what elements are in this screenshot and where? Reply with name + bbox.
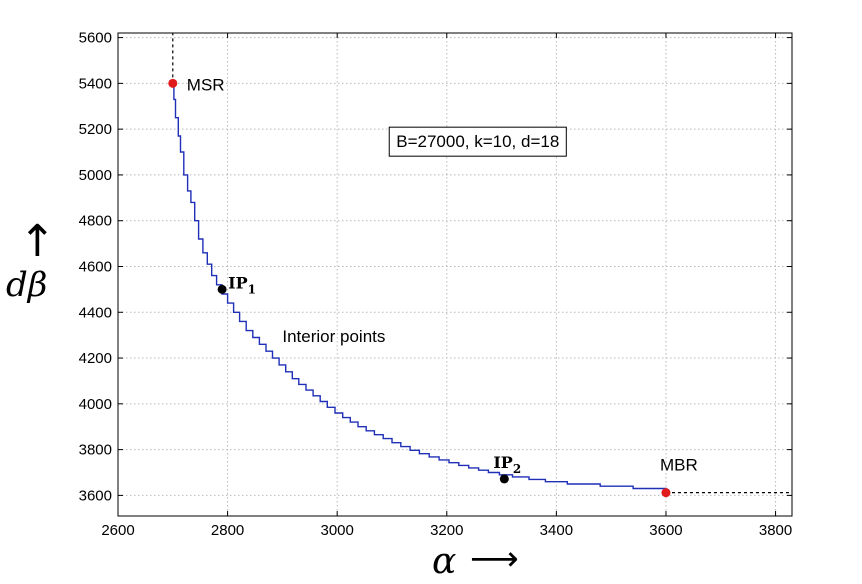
y-tick-label: 4000 <box>79 396 112 413</box>
point-ip1 <box>217 284 227 294</box>
y-tick-label: 3800 <box>79 442 112 459</box>
annotations: B=27000, k=10, d=18 Interior points <box>282 126 567 346</box>
x-tick-label: 3800 <box>759 522 792 539</box>
axis-ticks: 2600 2800 3000 3200 3400 3600 3800 3600 3800 4000… <box>79 30 793 539</box>
y-tick-label: 3600 <box>79 487 112 504</box>
x-tick-label: 2600 <box>101 522 134 539</box>
x-tick-label: 3000 <box>320 522 353 539</box>
parameters-annotation: B=27000, k=10, d=18 <box>396 132 559 151</box>
y-tick-label: 4600 <box>79 258 112 275</box>
y-tick-label: 5200 <box>79 121 112 138</box>
grid-lines <box>117 33 792 516</box>
label-msr: MSR <box>187 75 225 94</box>
x-tick-label: 3600 <box>649 522 682 539</box>
x-tick-label: 2800 <box>211 522 244 539</box>
y-tick-label: 4400 <box>79 304 112 321</box>
point-ip2 <box>499 474 509 484</box>
y-tick-label: 4200 <box>79 350 112 367</box>
y-tick-label: 5000 <box>79 167 112 184</box>
plot-frame <box>117 32 793 517</box>
y-axis-label: dβ <box>6 265 47 305</box>
label-ip1: IP1 <box>228 273 256 296</box>
data-series <box>172 33 792 494</box>
axis-labels: α ⟶ dβ↑ <box>6 216 519 582</box>
point-mbr <box>661 488 671 498</box>
interior-points-label: Interior points <box>282 327 385 346</box>
point-msr <box>168 78 178 88</box>
y-tick-label: 5400 <box>79 75 112 92</box>
x-axis-label: α <box>432 541 456 582</box>
x-axis-arrow: ⟶ <box>470 539 519 579</box>
y-axis-arrow: ↑ <box>19 216 56 267</box>
y-tick-label: 5600 <box>79 30 112 47</box>
parameters-box <box>388 126 567 157</box>
x-tick-label: 3200 <box>430 522 463 539</box>
tradeoff-curve <box>172 82 667 491</box>
y-tick-label: 4800 <box>79 213 112 230</box>
label-mbr: MBR <box>660 456 698 475</box>
x-tick-label: 3400 <box>540 522 573 539</box>
